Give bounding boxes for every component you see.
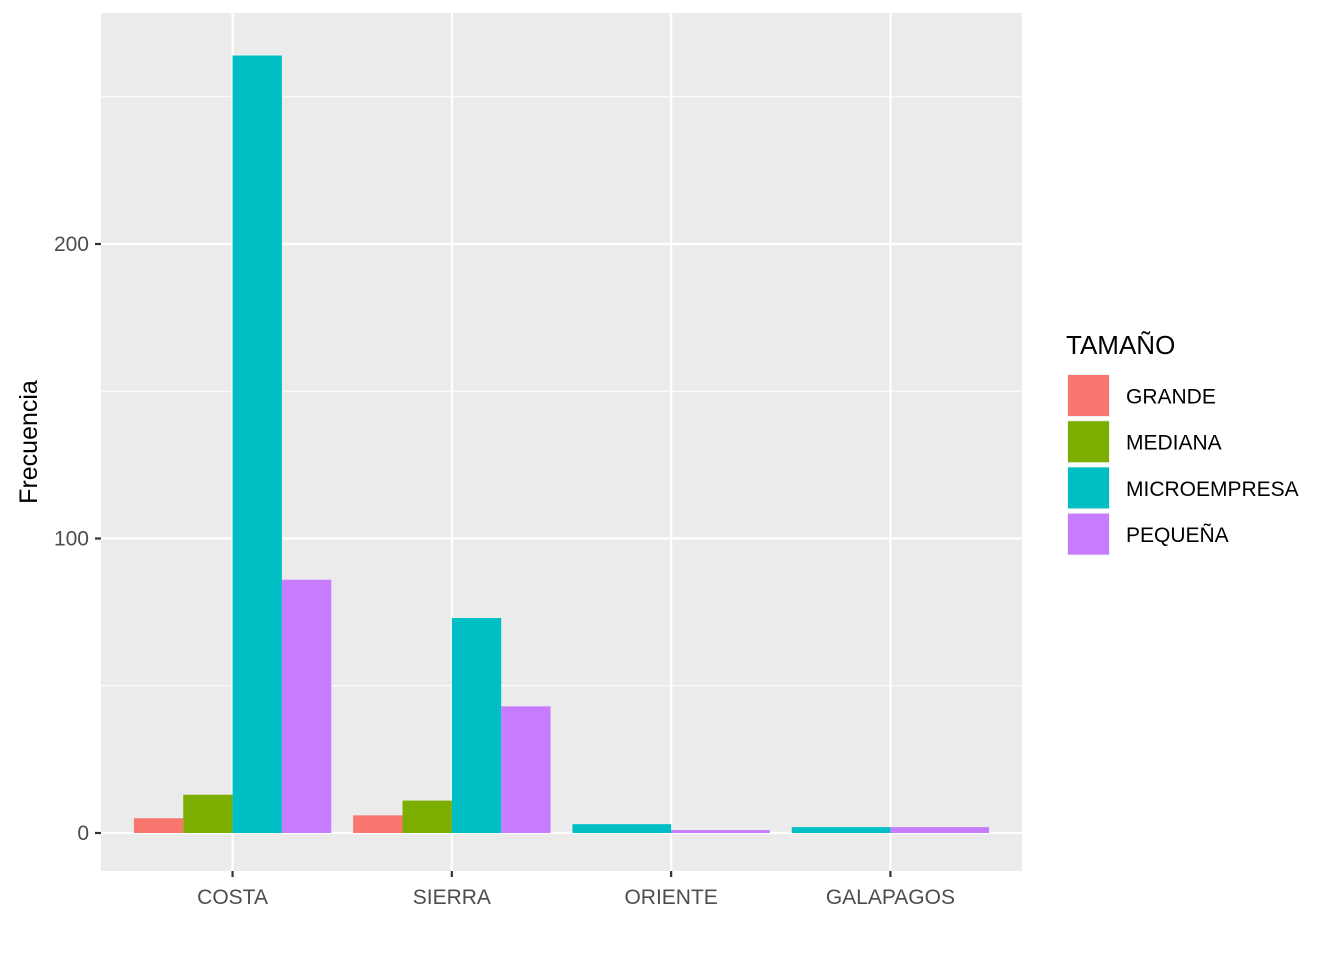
bar-costa-microempresa	[232, 55, 282, 833]
legend-label: MEDIANA	[1126, 432, 1222, 455]
legend-label: MICROEMPRESA	[1126, 478, 1299, 501]
y-tick-label: 200	[54, 233, 89, 256]
x-tick-label: ORIENTE	[624, 886, 717, 909]
bar-costa-grande	[133, 818, 184, 833]
x-tick-label: GALAPAGOS	[826, 886, 955, 909]
y-axis-title: Frecuencia	[15, 380, 43, 504]
x-axis: COSTA SIERRA ORIENTE GALAPAGOS	[197, 871, 955, 909]
x-tick-label: COSTA	[197, 886, 268, 909]
y-tick-label: 100	[54, 528, 89, 551]
legend-title: TAMAÑO	[1066, 330, 1175, 360]
bar-oriente-microempresa	[572, 824, 672, 833]
legend-swatch	[1068, 421, 1109, 463]
legend-swatch	[1068, 375, 1109, 416]
legend-swatch	[1068, 467, 1109, 509]
bars	[133, 55, 990, 833]
bar-galapagos-microempresa	[791, 827, 891, 833]
bar-sierra-mediana	[402, 800, 452, 833]
legend: TAMAÑO GRANDE MEDIANA MICROEMPRESA PEQUEÑA	[1066, 330, 1299, 556]
bar-costa-mediana	[183, 794, 233, 833]
x-tick-label: SIERRA	[413, 886, 491, 909]
y-tick-label: 0	[77, 822, 89, 845]
bar-sierra-grande	[353, 815, 403, 833]
bar-galapagos-peque-a	[890, 827, 990, 833]
bar-sierra-peque-a	[501, 706, 551, 833]
legend-label: PEQUEÑA	[1126, 523, 1229, 547]
legend-label: GRANDE	[1126, 386, 1216, 409]
y-axis: 0 100 200	[54, 233, 101, 845]
bar-oriente-peque-a	[671, 830, 770, 833]
bar-costa-peque-a	[281, 579, 332, 833]
bar-sierra-microempresa	[451, 618, 502, 833]
legend-swatch	[1068, 513, 1109, 555]
